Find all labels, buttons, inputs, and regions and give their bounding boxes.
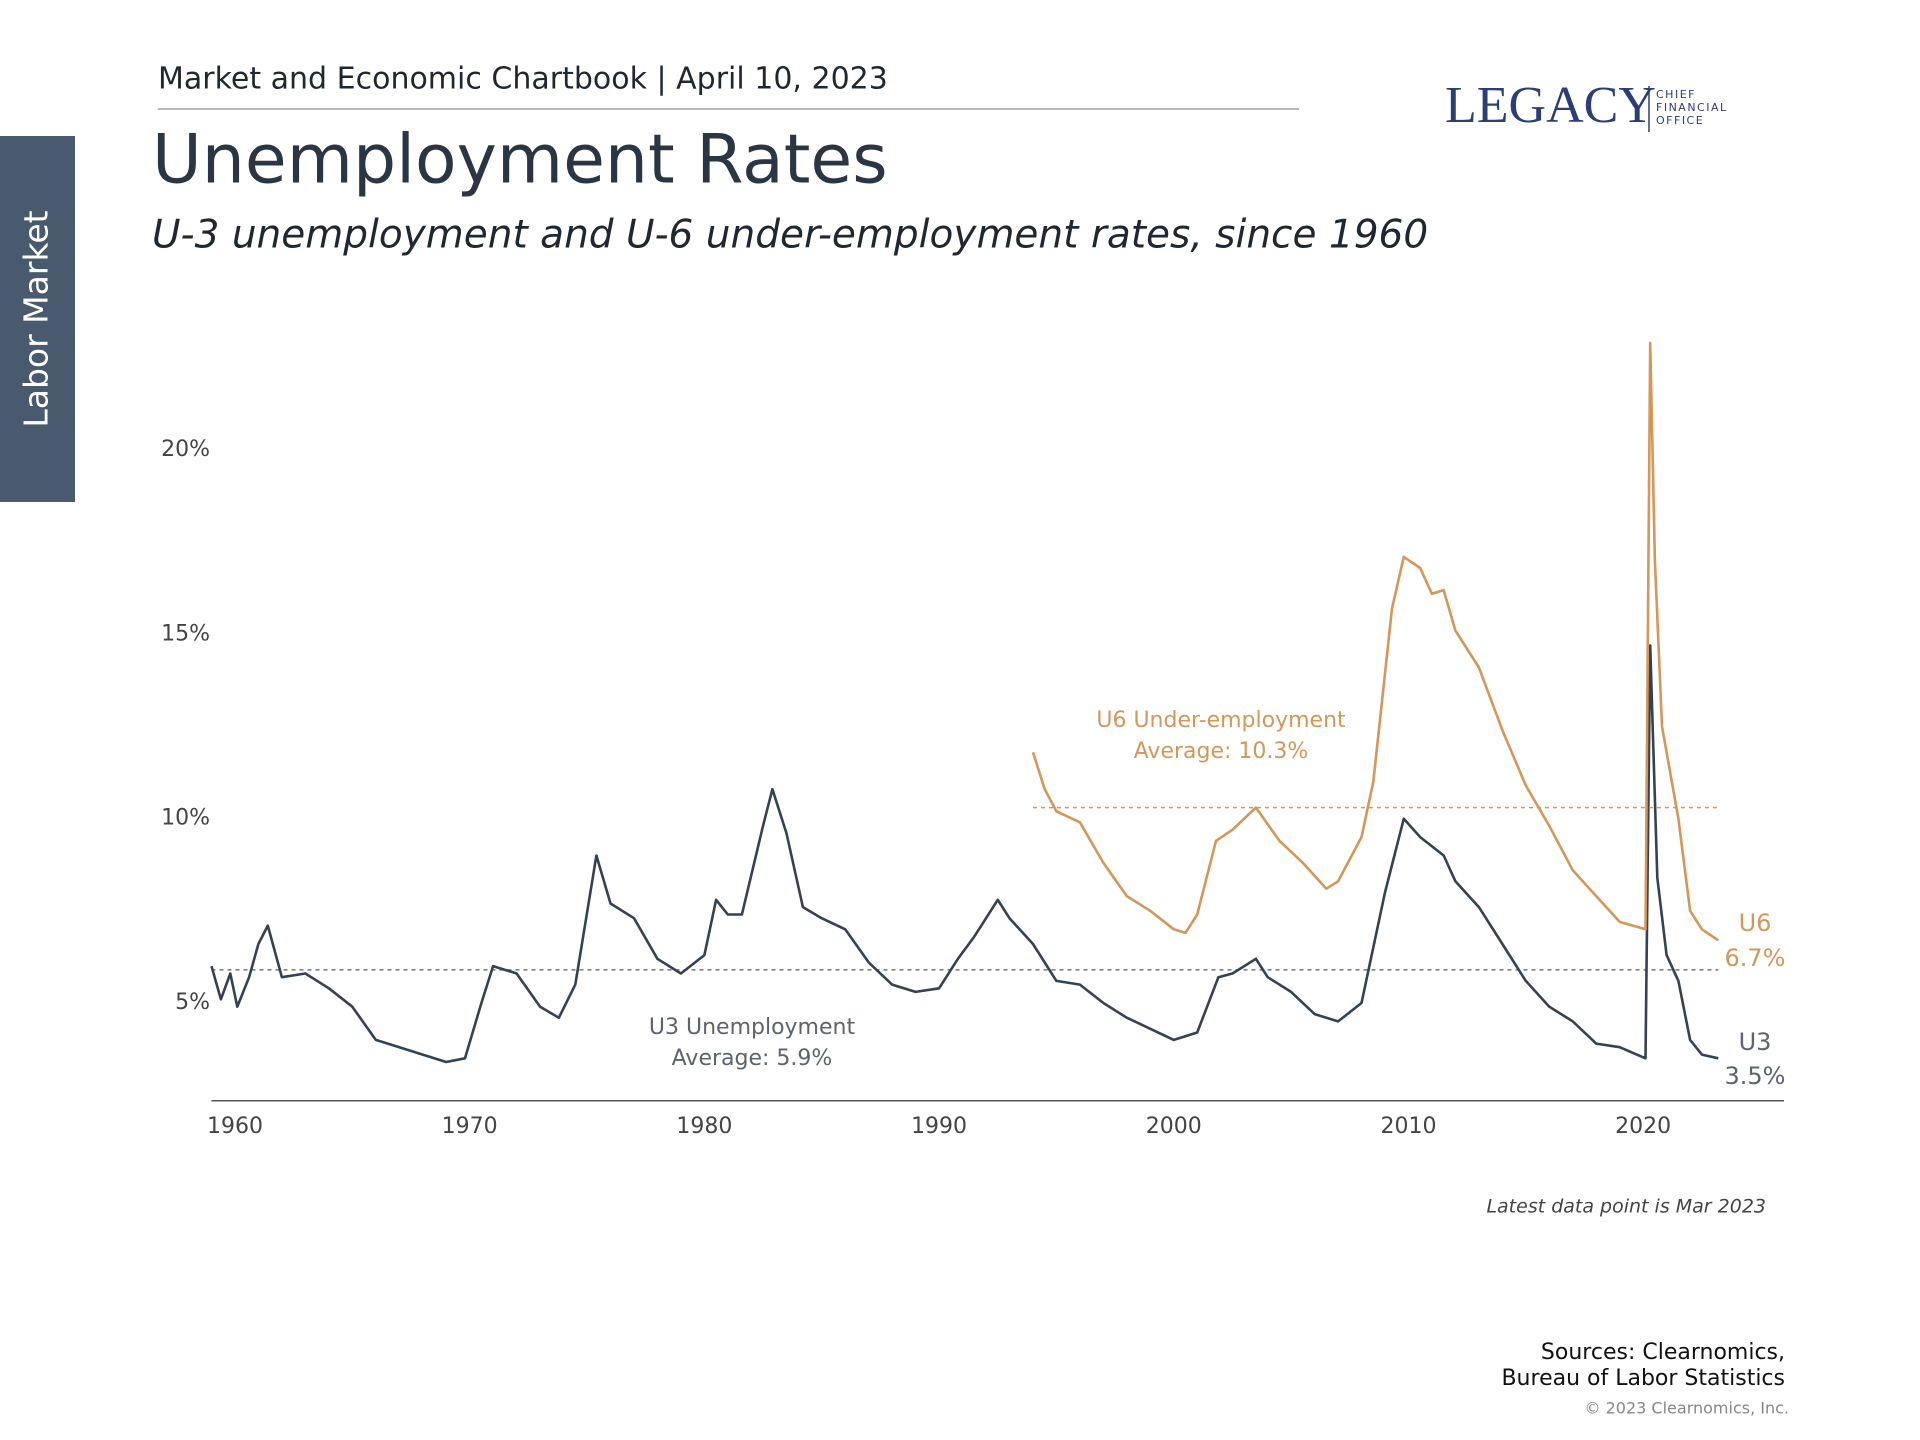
x-tick-label: 1970 <box>442 1114 498 1139</box>
annotation: U6 Under-employment <box>1096 708 1346 733</box>
value-label: 3.5% <box>1725 1062 1786 1090</box>
logo-line: OFFICE <box>1656 114 1704 127</box>
logo-line: CHIEF <box>1656 88 1696 101</box>
x-tick-label: 1980 <box>676 1114 732 1139</box>
y-tick-label: 20% <box>161 437 210 462</box>
logo-line: FINANCIAL <box>1656 101 1728 114</box>
y-tick-label: 5% <box>175 990 210 1015</box>
annotation: U3 Unemployment <box>649 1015 856 1040</box>
series-line <box>210 644 1719 1064</box>
chart-title: Unemployment Rates <box>152 121 888 200</box>
footnote: Latest data point is Mar 2023 <box>1486 1196 1766 1218</box>
source: Sources: Clearnomics, <box>1541 1340 1785 1365</box>
logo-name: LEGACY <box>1445 77 1656 134</box>
x-tick-label: 1990 <box>911 1114 967 1139</box>
series-label: U6 <box>1739 909 1772 937</box>
section-label: Labor Market <box>17 210 56 427</box>
section-tab <box>0 136 75 502</box>
annotation: Average: 10.3% <box>1134 739 1309 764</box>
y-tick-label: 10% <box>161 806 210 831</box>
x-tick-label: 1960 <box>207 1114 263 1139</box>
chart-subtitle: U-3 unemployment and U-6 under-employmen… <box>152 213 1428 258</box>
annotation: Average: 5.9% <box>672 1046 833 1071</box>
series-line <box>1031 341 1720 942</box>
value-label: 6.7% <box>1725 944 1786 972</box>
series-label: U3 <box>1739 1028 1772 1056</box>
source: Bureau of Labor Statistics <box>1501 1366 1785 1391</box>
x-tick-label: 2000 <box>1146 1114 1202 1139</box>
y-tick-label: 15% <box>161 621 210 646</box>
copyright: © 2023 Clearnomics, Inc. <box>1585 1399 1789 1418</box>
header: Market and Economic Chartbook | April 10… <box>158 62 888 97</box>
x-tick-label: 2010 <box>1380 1114 1436 1139</box>
x-tick-label: 2020 <box>1615 1114 1671 1139</box>
